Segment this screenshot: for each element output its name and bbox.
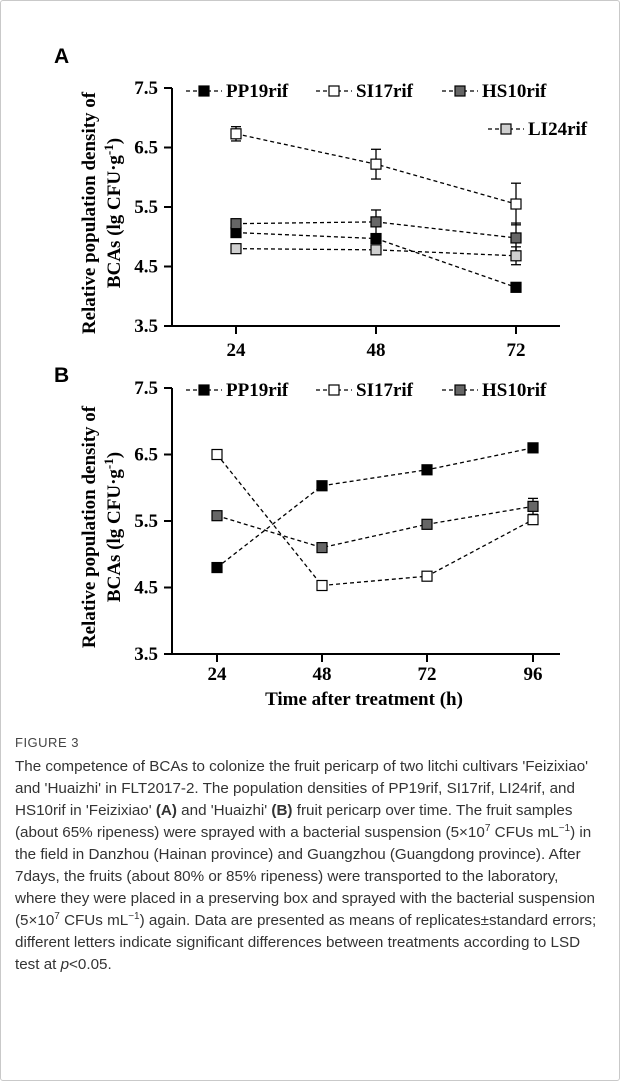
figure-caption: FIGURE 3 The competence of BCAs to colon… <box>15 735 600 976</box>
x-tick-label: 72 <box>418 664 437 685</box>
data-point-SI17rif <box>211 448 223 461</box>
y-tick-label: 3.5 <box>134 316 158 337</box>
x-tick-label: 24 <box>227 340 247 361</box>
x-tick-label: 48 <box>367 340 386 361</box>
chart-a-ylabel-line2: BCAs (lg CFU·g-1) <box>101 138 125 288</box>
legend-marker <box>500 123 512 135</box>
data-point-HS10rif <box>211 510 223 522</box>
x-tick-label: 72 <box>507 340 526 361</box>
legend-label: SI17rif <box>356 380 414 401</box>
y-tick-label: 6.5 <box>134 138 158 159</box>
x-tick-label: 48 <box>313 664 332 685</box>
data-point-SI17rif <box>230 128 242 140</box>
data-point-HS10rif <box>230 218 242 230</box>
data-point-PP19rif <box>370 232 382 245</box>
data-point-PP19rif <box>211 561 223 574</box>
data-point-SI17rif <box>527 514 539 526</box>
x-tick-label: 24 <box>208 664 228 685</box>
y-tick-label: 7.5 <box>134 78 158 99</box>
data-point-LI24rif <box>230 243 242 255</box>
chart-b-ylabel-line1: Relative population density of <box>79 405 100 648</box>
panel-b: B Relative population density of BCAs (l… <box>0 362 623 722</box>
legend-label: PP19rif <box>226 81 289 102</box>
legend-marker <box>198 85 210 97</box>
legend-label: PP19rif <box>226 380 289 401</box>
chart-a-svg: A Relative population density of BCAs (l… <box>54 45 588 361</box>
data-point-LI24rif <box>510 250 522 262</box>
data-point-HS10rif <box>527 500 539 512</box>
data-point-HS10rif <box>510 232 522 244</box>
legend-marker <box>328 85 340 97</box>
legend-label: HS10rif <box>482 380 547 401</box>
y-tick-label: 5.5 <box>134 511 158 532</box>
chart-a-ylabel-line1: Relative population density of <box>79 91 100 334</box>
legend-label: LI24rif <box>528 119 588 140</box>
chart-b-xlabel: Time after treatment (h) <box>265 689 463 710</box>
data-point-PP19rif <box>421 464 433 476</box>
series-line-HS10rif <box>216 505 534 549</box>
data-point-HS10rif <box>421 518 433 530</box>
data-point-HS10rif <box>316 542 328 554</box>
y-tick-label: 7.5 <box>134 378 158 399</box>
y-tick-label: 6.5 <box>134 445 158 466</box>
chart-b-ylabel-line2: BCAs (lg CFU·g-1) <box>101 452 125 602</box>
data-point-SI17rif <box>316 579 328 592</box>
figure-label: FIGURE 3 <box>15 735 79 750</box>
legend-label: SI17rif <box>356 81 414 102</box>
legend-marker <box>328 384 340 396</box>
chart-a-plot: 3.5 4.5 5.5 6.5 7.5 24 48 72 PP19rif SI17rif HS10r… <box>134 78 588 361</box>
series-line-PP19rif <box>216 447 534 569</box>
data-point-PP19rif <box>316 480 328 492</box>
data-point-PP19rif <box>527 442 539 454</box>
y-tick-label: 3.5 <box>134 644 158 665</box>
panel-b-letter: B <box>54 364 69 387</box>
legend-marker <box>198 384 210 396</box>
series-line-SI17rif <box>216 454 534 587</box>
x-tick-label: 96 <box>524 664 543 685</box>
data-point-PP19rif <box>510 281 522 293</box>
figure-caption-text: The competence of BCAs to colonize the f… <box>15 758 597 973</box>
chart-b-plot: 3.5 4.5 5.5 6.5 7.5 24 48 72 96 PP19rif SI17rif HS1… <box>134 378 560 685</box>
panel-a-letter: A <box>54 45 69 68</box>
data-point-SI17rif <box>370 158 382 170</box>
legend-marker <box>454 384 466 396</box>
legend-label: HS10rif <box>482 81 547 102</box>
chart-b-svg: B Relative population density of BCAs (l… <box>54 364 560 710</box>
panel-a: A Relative population density of BCAs (l… <box>0 0 623 362</box>
y-tick-label: 5.5 <box>134 197 158 218</box>
legend-marker <box>454 85 466 97</box>
y-tick-label: 4.5 <box>134 578 158 599</box>
y-tick-label: 4.5 <box>134 257 158 278</box>
data-point-SI17rif <box>510 198 522 210</box>
data-point-LI24rif <box>370 244 382 256</box>
data-point-SI17rif <box>421 570 433 582</box>
data-point-HS10rif <box>370 216 382 228</box>
